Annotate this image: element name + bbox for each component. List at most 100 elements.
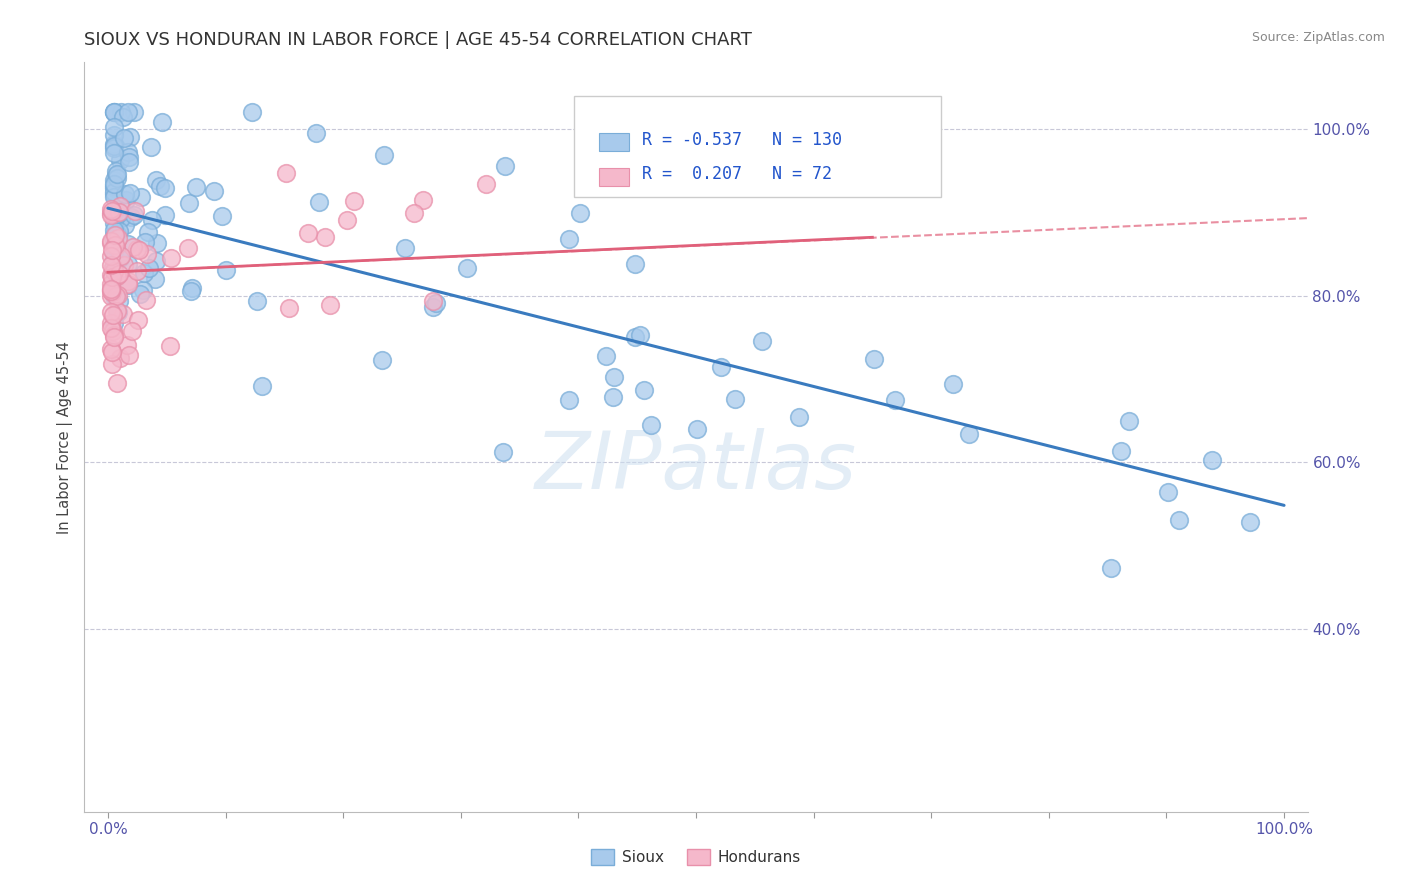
Point [125, 243, 148, 257]
Point [105, 207, 128, 221]
Point [103, 120, 125, 134]
Point [373, 147, 395, 161]
Point [602, 390, 624, 404]
Point [112, 258, 135, 272]
Point [412, 193, 434, 207]
Point [101, 308, 124, 322]
Point [101, 344, 124, 359]
Point [1111, 444, 1133, 458]
Point [103, 128, 125, 142]
Point [103, 228, 125, 243]
Point [103, 140, 125, 154]
Point [114, 218, 136, 232]
Point [103, 234, 125, 248]
Point [141, 212, 163, 227]
Point [723, 392, 745, 406]
Point [122, 208, 145, 222]
Point [100, 208, 122, 222]
Point [103, 181, 125, 195]
Point [101, 260, 124, 274]
Point [633, 383, 655, 397]
Point [104, 168, 127, 182]
Point [215, 263, 238, 277]
Point [108, 224, 131, 238]
Point [105, 239, 128, 253]
Point [103, 172, 125, 186]
Point [103, 272, 125, 286]
Point [136, 225, 159, 239]
Point [135, 293, 157, 307]
FancyBboxPatch shape [574, 96, 941, 197]
Point [100, 288, 122, 302]
Point [103, 178, 125, 192]
Point [101, 243, 124, 257]
Point [117, 105, 139, 120]
Point [177, 241, 200, 255]
Point [103, 278, 125, 293]
Point [404, 206, 426, 220]
Point [125, 263, 148, 277]
Point [103, 185, 125, 199]
Point [942, 376, 965, 391]
Point [111, 307, 134, 321]
Point [105, 376, 128, 390]
Point [134, 235, 156, 249]
Point [100, 282, 122, 296]
Point [134, 266, 156, 280]
Point [595, 349, 617, 363]
Point [107, 231, 129, 245]
Point [101, 285, 124, 299]
Point [124, 204, 146, 219]
Point [103, 223, 125, 237]
Point [108, 198, 131, 212]
Point [138, 261, 160, 276]
Point [103, 263, 125, 277]
Point [100, 342, 122, 356]
Point [108, 248, 131, 262]
Point [787, 410, 810, 425]
Point [105, 202, 128, 216]
Point [117, 257, 139, 271]
Point [103, 264, 125, 278]
Point [121, 324, 143, 338]
Point [110, 198, 132, 212]
Point [117, 145, 139, 160]
Point [297, 226, 319, 240]
Point [318, 298, 340, 312]
Point [112, 131, 135, 145]
Point [103, 216, 125, 230]
Point [107, 206, 129, 220]
FancyBboxPatch shape [599, 134, 628, 152]
Point [278, 301, 301, 316]
Point [623, 257, 645, 271]
Point [118, 155, 141, 169]
Point [250, 379, 273, 393]
Point [120, 130, 142, 145]
Point [100, 283, 122, 297]
Point [112, 110, 135, 124]
Point [141, 140, 163, 154]
Point [100, 206, 122, 220]
Point [103, 139, 125, 153]
Point [122, 105, 145, 120]
Point [425, 296, 447, 310]
Point [118, 186, 141, 200]
Point [568, 205, 591, 219]
Point [557, 232, 579, 246]
Point [103, 190, 125, 204]
Point [136, 246, 159, 260]
Point [103, 316, 125, 330]
Point [246, 293, 269, 308]
Point [100, 277, 122, 292]
Point [105, 164, 128, 178]
Point [110, 249, 132, 263]
Point [115, 193, 138, 207]
Point [180, 281, 202, 295]
Point [110, 351, 132, 366]
Text: Source: ZipAtlas.com: Source: ZipAtlas.com [1251, 31, 1385, 45]
Point [103, 105, 125, 120]
Point [117, 348, 139, 362]
Legend: Sioux, Hondurans: Sioux, Hondurans [585, 843, 807, 871]
Point [100, 268, 122, 282]
Point [110, 211, 132, 225]
